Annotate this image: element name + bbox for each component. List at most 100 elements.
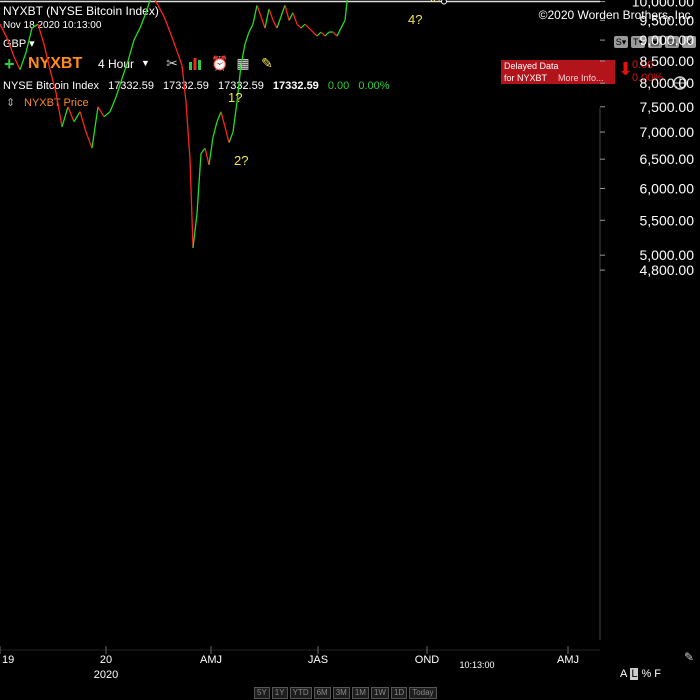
price-segment xyxy=(312,31,318,37)
price-segment xyxy=(43,44,51,70)
x-tick-label: AMJ xyxy=(557,654,579,666)
price-segment xyxy=(296,23,302,29)
wave-label: 4? xyxy=(408,12,422,27)
price-segment xyxy=(280,4,286,17)
y-tick-label: 6,000.00 xyxy=(640,180,695,196)
price-segment xyxy=(115,78,123,98)
price-segment xyxy=(97,106,105,118)
tools-menu-button[interactable]: T▾ xyxy=(631,36,645,48)
y-tick-label: 9,500.00 xyxy=(640,12,695,28)
price-segment xyxy=(67,106,75,122)
range-1m-button[interactable]: 1M xyxy=(351,687,369,699)
price-segment xyxy=(25,27,33,53)
y-tick-label: 8,000.00 xyxy=(640,75,695,91)
layout-button[interactable]: ▣ xyxy=(648,36,662,48)
price-segment xyxy=(127,39,135,62)
scale-log-button[interactable]: L xyxy=(630,668,639,680)
y-tick-label: 4,800.00 xyxy=(640,262,695,278)
price-segment xyxy=(344,0,348,21)
tools-icon[interactable]: ✂ xyxy=(166,55,178,71)
style-menu-button[interactable]: S▾ xyxy=(614,36,628,48)
price-segment xyxy=(288,12,294,21)
scale-fit-button[interactable]: F xyxy=(654,668,661,680)
scale-percent-button[interactable]: % xyxy=(641,668,652,680)
price-series-label[interactable]: NYXBT Price xyxy=(24,97,89,109)
bars-icon[interactable] xyxy=(187,55,203,71)
price-segment xyxy=(133,27,141,41)
price-segment xyxy=(185,101,191,160)
price-segment xyxy=(55,92,63,127)
price-segment xyxy=(175,48,183,66)
price-segment xyxy=(268,8,274,21)
price-segment xyxy=(169,31,177,49)
price-segment xyxy=(212,121,218,138)
range-1y-button[interactable]: 1Y xyxy=(271,687,288,699)
change-value: 0.00 xyxy=(632,59,654,71)
price-segment xyxy=(340,20,346,29)
price-segment xyxy=(220,111,226,128)
range-3m-button[interactable]: 3M xyxy=(332,687,350,699)
price-segment xyxy=(292,12,298,25)
price-segment xyxy=(200,147,206,154)
price-segment xyxy=(145,0,151,13)
trend-start-point xyxy=(441,0,447,5)
low-value: 17332.59 xyxy=(217,80,264,92)
change-percent: 0.00% xyxy=(632,72,664,84)
globe-icon[interactable] xyxy=(672,76,688,90)
price-segment xyxy=(61,106,69,128)
range-1w-button[interactable]: 1W xyxy=(370,687,389,699)
draw-tool-icon[interactable]: ✎ xyxy=(684,650,695,664)
price-segment xyxy=(121,60,129,79)
symbol-field[interactable]: NYXBT xyxy=(28,55,83,72)
x-tick-label: AMJ xyxy=(200,654,222,666)
sort-arrows-icon[interactable]: ⇕ xyxy=(6,97,16,109)
price-segment xyxy=(240,44,246,66)
price-segment xyxy=(85,131,93,149)
y-tick-label: 6,500.00 xyxy=(640,151,695,167)
price-segment xyxy=(204,147,210,165)
price-segment xyxy=(256,4,262,17)
price-segment xyxy=(189,159,194,248)
price-segment xyxy=(276,16,282,29)
calculator-icon[interactable]: ▦ xyxy=(236,55,250,71)
down-arrow-icon: ⬇ xyxy=(618,59,634,79)
wave-label: 1? xyxy=(228,90,242,105)
price-segment xyxy=(300,23,306,29)
y-tick-label: 8,500.00 xyxy=(640,53,695,69)
more-info-link[interactable]: More Info... xyxy=(558,73,604,83)
y-tick-label: 7,000.00 xyxy=(640,124,695,140)
range-5y-button[interactable]: 5Y xyxy=(254,687,270,699)
price-segment xyxy=(13,56,21,70)
x-tick-label: OND xyxy=(415,654,440,666)
price-segment xyxy=(31,23,39,29)
price-segment xyxy=(37,23,45,45)
price-segment xyxy=(91,106,99,149)
close-icon[interactable]: ✕ xyxy=(682,36,696,48)
price-segment xyxy=(0,23,9,41)
price-segment xyxy=(154,0,159,6)
range-ytd-button[interactable]: YTD xyxy=(289,687,312,699)
last-value: 17332.59 xyxy=(272,80,319,92)
index-name: NYSE Bitcoin Index xyxy=(3,80,99,92)
x-tick-label: 2020 xyxy=(94,669,118,681)
quote-change-pct: 0.00% xyxy=(358,80,390,92)
period-select[interactable]: 4 Hour xyxy=(98,57,135,71)
y-tick-label: 5,500.00 xyxy=(640,212,695,228)
range-today-button[interactable]: Today xyxy=(409,687,437,699)
note-icon[interactable]: ✎ xyxy=(261,55,273,71)
add-chart-icon[interactable]: + xyxy=(4,54,15,74)
delayed-data-banner[interactable]: Delayed Data for NYXBT More Info... xyxy=(501,60,615,84)
price-segment xyxy=(73,111,81,123)
chevron-down-icon[interactable]: ▼ xyxy=(141,58,150,68)
range-1d-button[interactable]: 1D xyxy=(390,687,408,699)
split-button[interactable]: ▤ xyxy=(665,36,679,48)
range-6m-button[interactable]: 6M xyxy=(313,687,331,699)
price-segment xyxy=(224,126,230,143)
price-segment xyxy=(336,27,342,37)
price-segment xyxy=(163,16,171,33)
price-segment xyxy=(284,5,290,21)
price-segment xyxy=(192,213,198,248)
scale-arith-button[interactable]: A xyxy=(620,668,628,680)
alarm-icon[interactable]: ⏰ xyxy=(211,55,229,71)
